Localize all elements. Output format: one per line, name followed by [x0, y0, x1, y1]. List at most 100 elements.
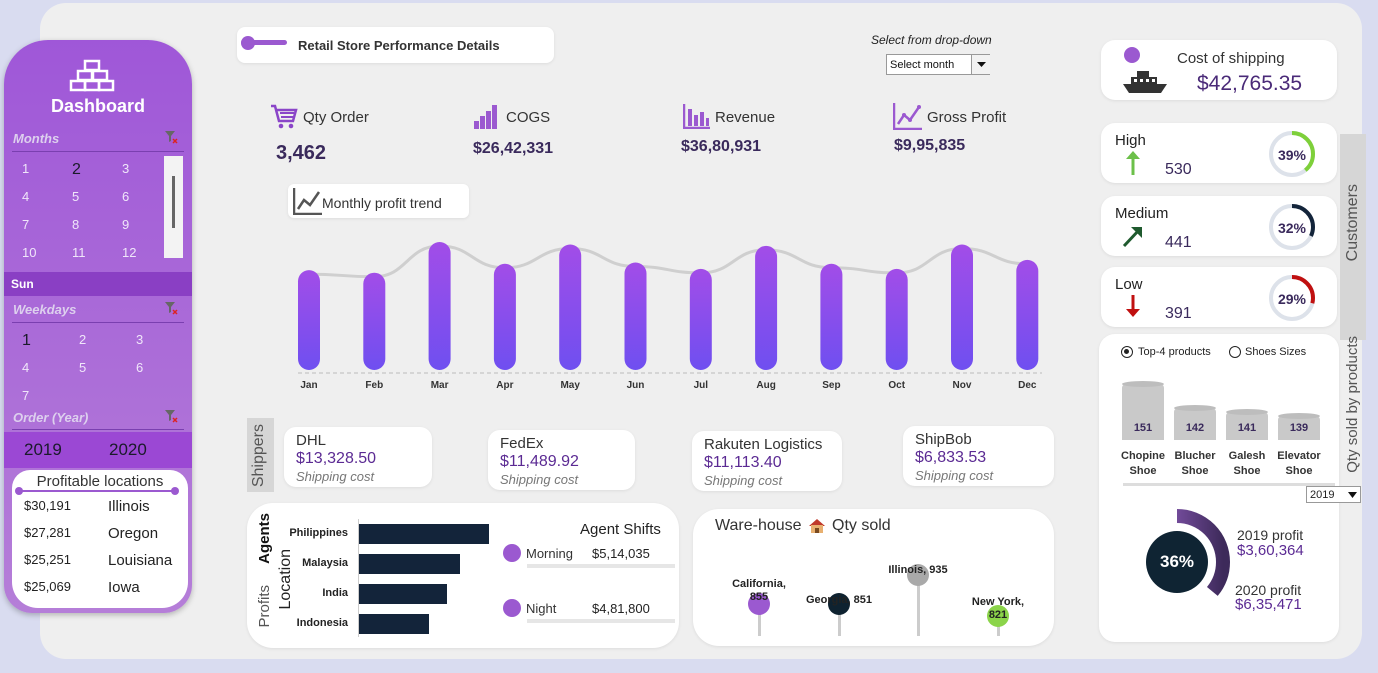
year-2019[interactable]: 2019: [24, 440, 62, 459]
month-option[interactable]: 11: [72, 245, 86, 260]
month-option[interactable]: 3: [122, 161, 130, 176]
clear-filter-icon[interactable]: [164, 130, 178, 144]
warehouse-label: Illinois, 935: [888, 564, 948, 576]
product-bar-top: [1278, 413, 1320, 419]
warehouse-label: California,: [732, 578, 786, 590]
clear-filter-icon[interactable]: [164, 409, 178, 423]
month-tick-label: Jun: [627, 380, 645, 391]
year-2020[interactable]: 2020: [109, 440, 147, 459]
profit-bar: [885, 268, 908, 370]
clear-filter-icon[interactable]: [164, 301, 178, 315]
country-profit-bar: [359, 524, 489, 544]
month-option[interactable]: 6: [122, 189, 130, 204]
month-option[interactable]: 4: [22, 189, 30, 204]
country-label: Philippines: [289, 527, 348, 539]
sidebar: Dashboard Months Sun Weekdays Order (Yea…: [4, 40, 192, 613]
kpi-profit-label: Gross Profit: [927, 109, 1007, 126]
profit-ring-arc: [1131, 509, 1230, 615]
month-select[interactable]: Select month: [886, 54, 990, 75]
weekday-option[interactable]: 3: [136, 332, 144, 347]
month-tick-label: Oct: [888, 380, 905, 391]
bar-chart-icon: [683, 104, 710, 129]
month-tick-label: May: [560, 380, 580, 391]
chevron-down-icon[interactable]: [1345, 487, 1360, 502]
month-option[interactable]: 5: [72, 189, 80, 204]
arrow-up-icon: [1126, 151, 1140, 175]
customer-count: 391: [1165, 305, 1192, 322]
month-option[interactable]: 10: [22, 245, 37, 260]
country-label: Indonesia: [296, 617, 348, 629]
weekday-option[interactable]: 7: [22, 388, 30, 403]
lollipop-dot: [987, 605, 1009, 627]
shift-name: Morning: [526, 546, 573, 561]
location-name: Iowa: [108, 579, 140, 596]
customer-pct: 32%: [1277, 220, 1307, 236]
customer-pct: 39%: [1277, 147, 1307, 163]
location-name: Illinois: [108, 498, 150, 515]
shipping-cost-card: Cost of shipping $42,765.35: [1101, 40, 1337, 100]
radio-top4-label: Top-4 products: [1138, 346, 1211, 358]
profit-trend-line: [308, 244, 1028, 279]
weekday-option[interactable]: 1: [22, 332, 31, 349]
customer-pct: 29%: [1277, 291, 1307, 307]
product-name-2: Shoe: [1285, 465, 1313, 477]
weekday-option[interactable]: 4: [22, 360, 30, 375]
month-tick-label: Feb: [365, 380, 383, 391]
product-name: Galesh: [1228, 450, 1266, 462]
shipper-card: DHL $13,328.50 Shipping cost: [284, 427, 432, 487]
profit-2020-label: 2020 profit: [1235, 582, 1302, 598]
customer-ring: [1269, 275, 1315, 321]
lollipop-dot: [748, 593, 770, 615]
line-chart-icon: [893, 103, 922, 130]
warehouse-label: Georgia, 851: [805, 594, 873, 606]
warehouse-label-2: 821: [988, 609, 1008, 621]
month-option[interactable]: 9: [122, 217, 130, 232]
kpi-cogs-label: COGS: [506, 109, 551, 126]
month-tick-label: Apr: [496, 380, 513, 391]
product-qty: 141: [1237, 422, 1257, 434]
title-card: Retail Store Performance Details: [237, 27, 554, 63]
profit-bar: [428, 242, 451, 370]
shipping-cost-title: Cost of shipping: [1177, 50, 1285, 67]
dropdown-hint: Select from drop-down: [871, 33, 992, 47]
cart-icon: [271, 104, 298, 129]
customer-count: 530: [1165, 161, 1192, 178]
country-profit-bar: [359, 554, 460, 574]
weekday-option[interactable]: 5: [79, 360, 87, 375]
product-name-2: Shoe: [1181, 465, 1209, 477]
product-qty: 142: [1185, 422, 1205, 434]
weekday-option[interactable]: 6: [136, 360, 144, 375]
kpi-revenue-label: Revenue: [715, 109, 776, 126]
customer-segment: Medium: [1115, 205, 1169, 222]
month-tick-label: Sep: [822, 380, 840, 391]
year-label: Order (Year): [13, 410, 89, 425]
month-option[interactable]: 8: [72, 217, 80, 232]
month-option[interactable]: 2: [72, 161, 81, 178]
radio-top4[interactable]: [1121, 346, 1133, 358]
location-value: $25,251: [24, 552, 71, 567]
profit-ring: [1131, 509, 1230, 615]
year-select[interactable]: 2019: [1306, 486, 1361, 503]
month-option[interactable]: 12: [122, 245, 137, 260]
warehouse-title: Ware-house: [715, 517, 802, 534]
weekday-option[interactable]: 2: [79, 332, 87, 347]
profit-bar: [298, 270, 320, 370]
country-profit-bar: [359, 584, 447, 604]
profit-bar: [820, 263, 843, 370]
month-option[interactable]: 1: [22, 161, 30, 176]
lollipop-stem: [917, 575, 920, 636]
radio-shoe-sizes-label: Shoes Sizes: [1245, 346, 1307, 358]
shipper-name: FedEx: [500, 435, 544, 452]
month-option[interactable]: 7: [22, 217, 30, 232]
months-scrollbar[interactable]: [164, 156, 183, 258]
profitable-locations: Profitable locations $30,191 Illinois $27,…: [12, 470, 188, 608]
month-tick-label: Dec: [1018, 380, 1037, 391]
shippers-tab: Shippers: [247, 418, 274, 492]
line-chart-icon: [293, 188, 322, 215]
radio-shoe-sizes[interactable]: [1229, 346, 1241, 358]
kpi-qty-value: 3,462: [276, 142, 327, 164]
product-bar-top: [1226, 409, 1268, 415]
monthly-profit-chart: Jan Feb Mar Apr May Jun Jul Aug Sep Oct Nov Dec: [298, 242, 1042, 391]
chevron-down-icon[interactable]: [971, 55, 990, 74]
shift-value: $5,14,035: [592, 546, 650, 561]
